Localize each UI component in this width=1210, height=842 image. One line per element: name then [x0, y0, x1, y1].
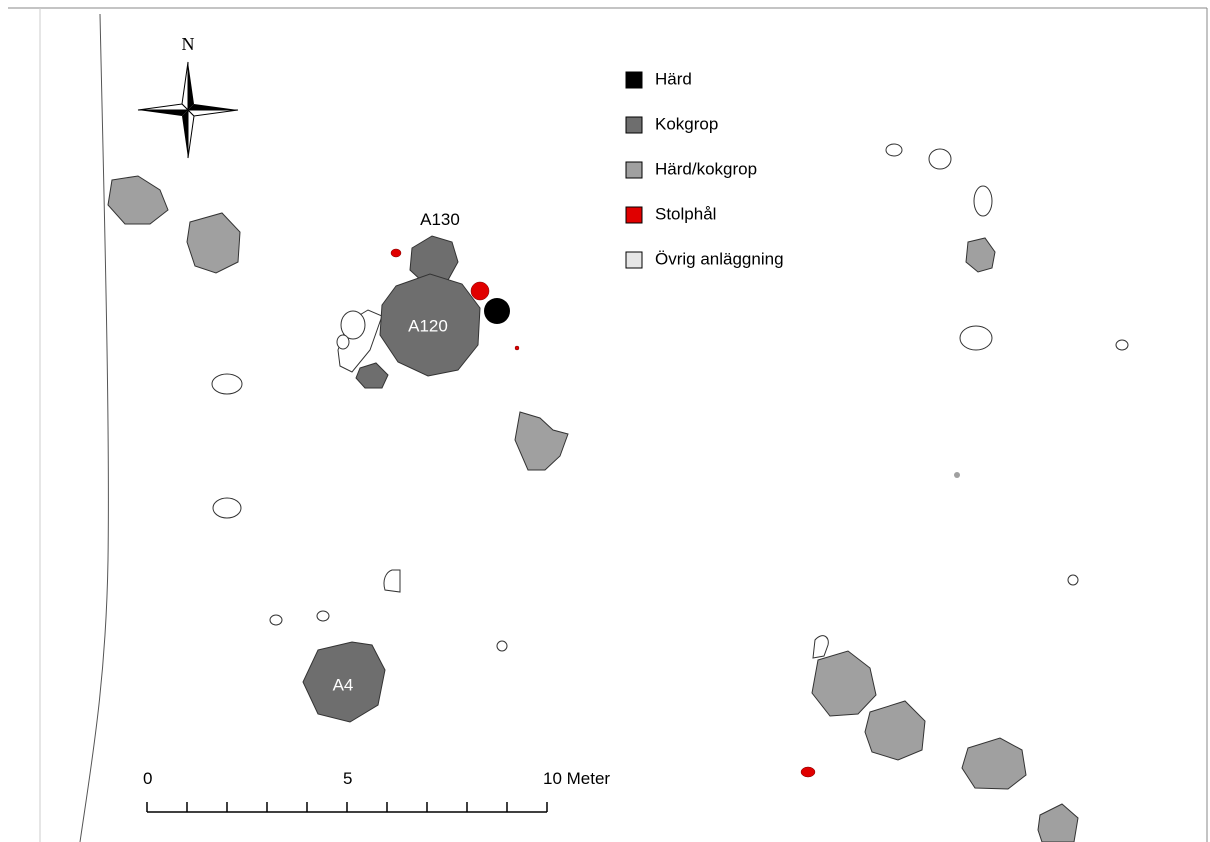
- feature: [965, 237, 996, 273]
- feature: [954, 472, 960, 478]
- feature: [973, 185, 993, 217]
- legend-swatch: [625, 71, 643, 89]
- feature: [961, 737, 1027, 790]
- legend-label: Härd: [655, 69, 692, 88]
- feature: [336, 334, 350, 350]
- feature: [812, 635, 829, 659]
- feature: [885, 143, 903, 157]
- feature: [269, 614, 283, 626]
- feature-label: A120: [408, 316, 448, 335]
- frame: [8, 7, 1208, 842]
- feature: [383, 569, 401, 593]
- legend-label: Härd/kokgrop: [655, 159, 757, 178]
- feature: [470, 281, 490, 301]
- feature: [316, 610, 330, 622]
- feature: [390, 248, 402, 258]
- feature: [484, 298, 510, 324]
- legend-swatch: [625, 251, 643, 269]
- feature: [864, 700, 926, 761]
- feature: [1037, 803, 1079, 842]
- legend-swatch: [625, 116, 643, 134]
- feature: [928, 148, 952, 170]
- legend-label: Stolphål: [655, 204, 716, 223]
- feature: [211, 373, 243, 395]
- feature: [379, 273, 481, 377]
- feature: [409, 235, 459, 285]
- legend-swatch: [625, 206, 643, 224]
- feature-label: A130: [420, 210, 460, 229]
- legend-label: Övrig anläggning: [655, 249, 784, 268]
- north-label: N: [182, 34, 195, 54]
- feature: [355, 362, 389, 389]
- feature: [514, 411, 569, 471]
- feature: [800, 766, 816, 778]
- feature: [212, 497, 242, 519]
- feature: [514, 345, 520, 351]
- scale-label: 5: [343, 769, 352, 788]
- feature: [107, 175, 169, 225]
- feature: [959, 325, 993, 351]
- scale-bar: 0 5 10 Meter: [143, 769, 610, 813]
- feature-label: A4: [333, 675, 354, 694]
- feature: [340, 310, 366, 340]
- scale-label: 10 Meter: [543, 769, 610, 788]
- north-arrow: N: [137, 34, 239, 159]
- feature: [1115, 339, 1129, 351]
- feature: [186, 212, 241, 274]
- feature: [811, 650, 877, 717]
- features: A130 A120 A4: [107, 143, 1129, 842]
- legend-label: Kokgrop: [655, 114, 718, 133]
- feature: [302, 641, 386, 723]
- scale-label: 0: [143, 769, 152, 788]
- legend-swatch: [625, 161, 643, 179]
- feature: [496, 640, 508, 652]
- legend: Härd Kokgrop Härd/kokgrop Stolphål Övrig anl…: [625, 69, 784, 269]
- feature: [1067, 574, 1079, 586]
